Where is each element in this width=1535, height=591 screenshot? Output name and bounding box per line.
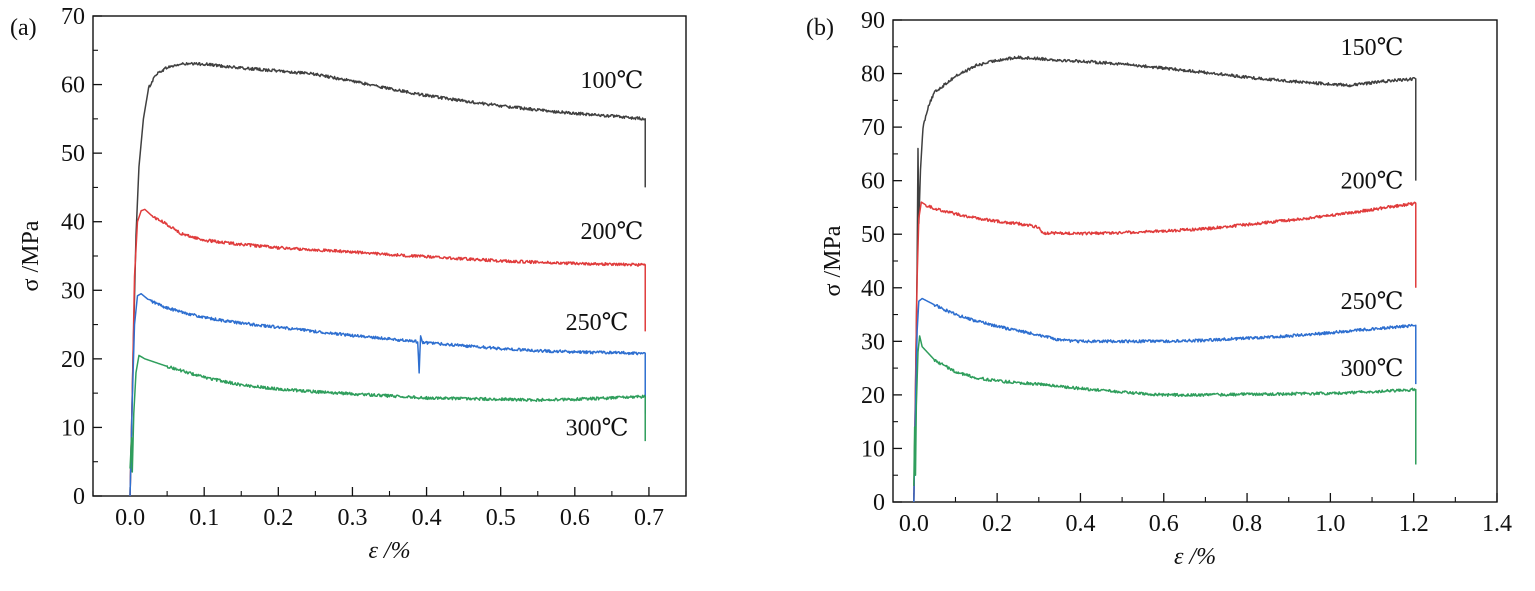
y-tick-label: 30 (861, 329, 885, 355)
y-tick-label: 90 (861, 8, 885, 34)
series-line (913, 297, 1417, 503)
y-tick-label: 50 (61, 141, 85, 167)
y-tick-label: 80 (861, 62, 885, 88)
series-line (129, 208, 646, 497)
series-label: 250℃ (566, 310, 629, 336)
x-tick-label: 0.4 (1065, 511, 1095, 537)
series-label: 300℃ (566, 416, 629, 442)
y-tick-label: 70 (861, 115, 885, 141)
y-tick-label: 40 (61, 210, 85, 236)
chart-panel-a: 0.0 0.1 0.2 0.3 0.4 0.5 0.6 0.7 0 10 20 30 40 50 60 70 ε… (10, 4, 687, 564)
y-tick-label: 0 (873, 490, 885, 516)
y-tick-label: 30 (61, 278, 85, 304)
x-tick-label: 0.1 (189, 505, 219, 531)
series-line (129, 354, 646, 473)
x-tick-label: 0.4 (412, 505, 442, 531)
x-tick-label: 1.4 (1482, 511, 1512, 537)
y-tick-label: 70 (61, 4, 85, 30)
series-line (913, 201, 1417, 503)
x-axis-title: ε /% (1174, 544, 1216, 570)
x-tick-label: 0.3 (337, 505, 367, 531)
x-tick-label: 0.2 (982, 511, 1012, 537)
panel-label: (b) (806, 15, 834, 41)
panel-label: (a) (10, 15, 37, 41)
series-label: 150℃ (1341, 35, 1404, 61)
x-tick-label: 0.2 (263, 505, 293, 531)
y-axis-title: σ /MPa (18, 220, 44, 291)
series-line (129, 61, 646, 497)
y-tick-label: 50 (861, 222, 885, 248)
series-label: 100℃ (580, 68, 643, 94)
y-tick-label: 20 (61, 347, 85, 373)
series-line (129, 292, 646, 497)
series-label: 200℃ (580, 219, 643, 245)
x-tick-label: 0.0 (115, 505, 145, 531)
y-tick-label: 10 (61, 415, 85, 441)
y-tick-label: 0 (73, 484, 85, 510)
x-tick-label: 1.0 (1315, 511, 1345, 537)
series-label: 250℃ (1341, 289, 1404, 315)
x-axis-title: ε /% (368, 538, 410, 564)
series-line (913, 55, 1417, 503)
y-axis-title: σ /MPa (820, 225, 846, 296)
y-tick-label: 20 (861, 383, 885, 409)
y-tick-label: 10 (861, 436, 885, 462)
x-tick-label: 0.6 (560, 505, 590, 531)
series-label: 300℃ (1341, 356, 1404, 382)
chart-panel-b: 0.0 0.2 0.4 0.6 0.8 1.0 1.2 1.4 0 10 20 30 40 50 60 70 8… (806, 8, 1512, 570)
x-tick-label: 0.6 (1149, 511, 1179, 537)
x-tick-label: 0.0 (899, 511, 929, 537)
y-tick-label: 60 (861, 169, 885, 195)
x-tick-label: 0.7 (634, 505, 664, 531)
x-tick-label: 0.5 (486, 505, 516, 531)
x-tick-label: 1.2 (1399, 511, 1429, 537)
series-line (913, 335, 1417, 486)
series-label: 200℃ (1341, 169, 1404, 195)
y-tick-label: 60 (61, 73, 85, 99)
plot-frame (892, 19, 1498, 503)
x-tick-label: 0.8 (1232, 511, 1262, 537)
y-tick-label: 40 (861, 276, 885, 302)
